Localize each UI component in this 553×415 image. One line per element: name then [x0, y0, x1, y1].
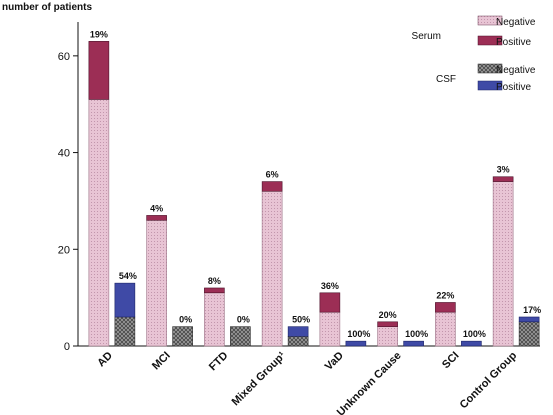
category-label: Control Group [458, 349, 520, 411]
percent-label-serum: 8% [208, 276, 221, 286]
bar-serum-negative [146, 219, 167, 347]
bar-serum-negative [204, 292, 225, 347]
bar-serum-positive [492, 176, 514, 182]
category-label: FTD [207, 350, 231, 374]
percent-labels: 19% 54% 4% 0% 8% 0% 6% 50% 36% 100% 20% 100% 22% 100%… [90, 29, 541, 339]
bar-csf-positive [518, 316, 540, 323]
percent-label-csf: 0% [179, 315, 192, 325]
bars [88, 41, 540, 347]
percent-label-csf: 100% [405, 329, 428, 339]
bar-csf-positive [461, 340, 482, 347]
y-axis-label: number of patients [2, 2, 92, 13]
category-label: MCI [150, 350, 173, 373]
bar-csf-negative [114, 316, 136, 347]
bar-csf-positive [114, 282, 136, 318]
y-tick-label: 60 [58, 51, 70, 63]
legend-swatch-csf-negative [477, 63, 503, 74]
y-tick-label: 40 [58, 148, 70, 160]
bar-serum-negative [377, 326, 398, 347]
bar-serum-positive [261, 181, 283, 192]
category-label: Unknown Cause [335, 350, 404, 415]
legend-label-serum-positive: Positive [496, 37, 531, 48]
category-label: VaD [323, 350, 346, 373]
bar-csf-positive [403, 340, 424, 347]
bar-serum-positive [204, 287, 225, 294]
percent-label-serum: 20% [379, 310, 397, 320]
percent-label-serum: 19% [90, 29, 108, 39]
legend-swatch-serum-negative [477, 15, 503, 26]
bar-csf-positive [287, 326, 309, 337]
bar-csf-negative [287, 336, 309, 347]
bar-serum-negative [319, 311, 341, 347]
percent-label-serum: 4% [150, 203, 163, 213]
percent-label-csf: 0% [237, 315, 250, 325]
bar-csf-positive [345, 340, 367, 347]
legend-label-csf-positive: Positive [496, 82, 531, 93]
bar-serum-negative [435, 311, 456, 347]
bar-serum-negative [261, 190, 283, 347]
y-tick-label: 0 [64, 341, 70, 353]
bar-csf-negative [518, 321, 540, 347]
legend-group-csf: CSF [436, 74, 456, 85]
bar-serum-positive [146, 215, 167, 221]
legend-label-csf-negative: Negative [496, 65, 536, 76]
percent-label-csf: 50% [292, 315, 310, 325]
bar-csf-negative [172, 326, 193, 347]
legend-swatch-csf-positive [477, 80, 503, 91]
legend-group-serum: Serum [412, 31, 441, 42]
bar-csf-negative [230, 326, 251, 347]
percent-label-csf: 100% [347, 329, 370, 339]
bar-serum-positive [88, 41, 110, 100]
bar-serum-positive [435, 302, 456, 313]
y-tick-label: 20 [58, 244, 70, 256]
percent-label-serum: 3% [497, 165, 510, 175]
bar-serum-positive [319, 292, 341, 313]
category-label: SCI [440, 350, 461, 371]
percent-label-csf: 54% [119, 271, 137, 281]
bar-serum-positive [377, 321, 398, 327]
percent-label-serum: 22% [436, 290, 454, 300]
legend-label-serum-negative: Negative [496, 17, 536, 28]
category-label: AD [95, 350, 115, 370]
percent-label-serum: 6% [266, 170, 279, 180]
bar-serum-negative [88, 99, 110, 347]
percent-label-csf: 100% [463, 329, 486, 339]
category-label: Mixed Group¹ [230, 349, 289, 408]
legend: Serum Negative Positive CSF Negative Pos… [412, 15, 536, 93]
percent-label-csf: 17% [523, 305, 541, 315]
percent-label-serum: 36% [321, 281, 339, 291]
legend-swatch-serum-positive [477, 35, 503, 46]
bar-serum-negative [492, 181, 514, 347]
